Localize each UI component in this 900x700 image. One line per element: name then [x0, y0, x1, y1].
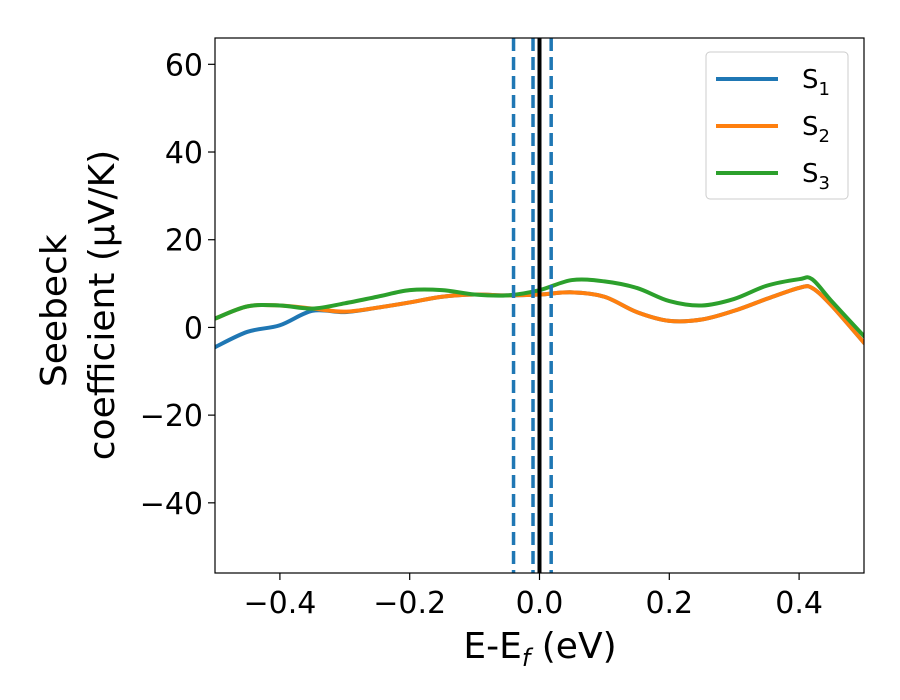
x-axis-label: E-Ef (eV)	[463, 626, 616, 672]
y-axis-label-line1: Seebeck	[34, 234, 75, 387]
y-tick-label: 20	[165, 224, 203, 259]
series-layer	[215, 275, 864, 350]
x-tick-label: −0.2	[373, 586, 446, 621]
x-tick-label: 0.2	[645, 586, 693, 621]
legend-label-s2: S2	[802, 112, 830, 147]
legend-items: S1 S2 S3	[716, 65, 830, 194]
x-tick-label: −0.4	[243, 586, 316, 621]
series-line-s2	[215, 284, 864, 345]
y-tick-label: 60	[165, 48, 203, 83]
x-axis: −0.4 −0.2 0.0 0.2 0.4	[243, 573, 823, 621]
legend-label-s1: S1	[802, 65, 830, 100]
legend: S1 S2 S3	[705, 51, 849, 200]
y-tick-label: −40	[140, 487, 203, 522]
y-axis-label-line2: coefficient (μV/K)	[82, 150, 123, 460]
y-axis-label: Seebeck coefficient (μV/K)	[34, 150, 123, 460]
y-tick-label: 0	[184, 311, 203, 346]
series-line-s3	[215, 275, 864, 339]
y-tick-label: −20	[140, 399, 203, 434]
reference-lines-layer	[511, 38, 553, 573]
legend-label-s3: S3	[802, 159, 830, 194]
y-axis: −40 −20 0 20 40 60	[140, 48, 215, 522]
y-tick-label: 40	[165, 136, 203, 171]
x-tick-label: 0.4	[775, 586, 823, 621]
x-tick-label: 0.0	[516, 586, 564, 621]
